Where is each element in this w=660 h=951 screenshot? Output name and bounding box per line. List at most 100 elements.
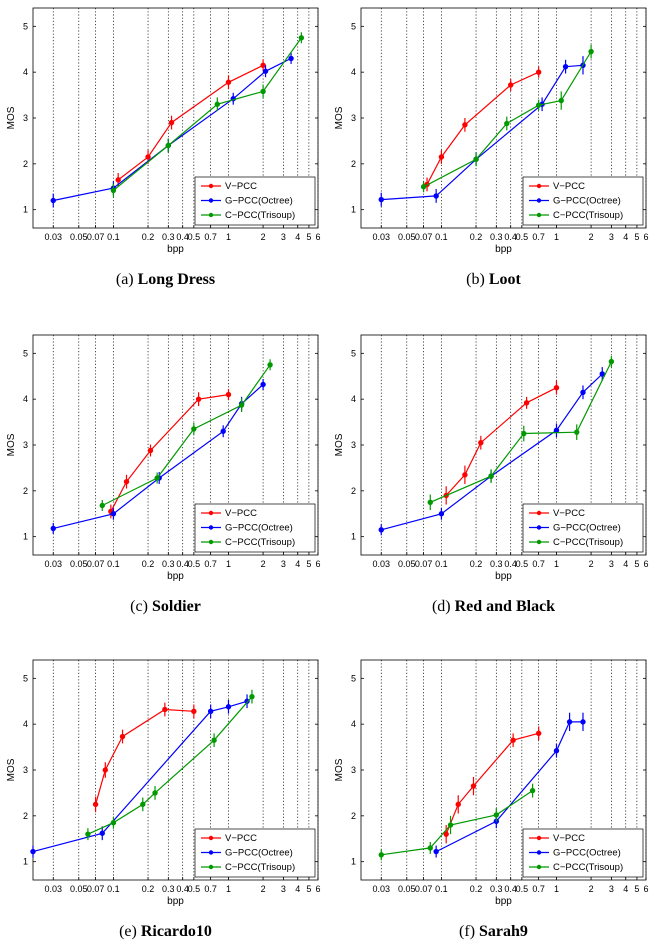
data-point: [191, 426, 197, 432]
x-tick-label: 0.4: [176, 884, 189, 894]
x-tick-label: 0.7: [204, 232, 217, 242]
y-tick-label: 2: [351, 811, 356, 821]
data-point: [427, 499, 433, 505]
y-axis-label: MOS: [334, 433, 345, 456]
legend-marker: [536, 850, 542, 855]
data-point: [225, 391, 232, 398]
series-2: [433, 712, 586, 858]
x-axis-label: bpp: [167, 571, 184, 582]
series-line: [95, 708, 194, 805]
y-tick-label: 2: [351, 159, 356, 169]
data-point: [433, 193, 439, 199]
data-point: [473, 156, 479, 162]
x-tick-label: 0.07: [87, 232, 105, 242]
x-tick-label: 3: [281, 559, 286, 569]
x-tick-label: 0.03: [372, 884, 390, 894]
caption-name: Red and Black: [455, 598, 556, 615]
legend-entry: V−PCC: [225, 181, 257, 192]
series-3: [420, 44, 594, 193]
data-point: [123, 478, 130, 485]
caption-prefix: (d): [432, 598, 455, 615]
x-tick-label: 0.7: [204, 559, 217, 569]
data-point: [140, 801, 146, 808]
x-tick-label: 0.5: [516, 884, 529, 894]
caption-prefix: (b): [466, 271, 489, 288]
data-point: [580, 719, 586, 725]
x-tick-label: 0.07: [87, 884, 105, 894]
data-point: [378, 852, 384, 858]
data-point: [510, 737, 516, 743]
y-tick-label: 3: [351, 440, 356, 450]
legend-entry: C−PCC(Trisoup): [225, 210, 295, 221]
x-tick-label: 0.07: [415, 232, 433, 242]
data-point: [507, 82, 514, 88]
x-tick-label: 0.3: [162, 559, 175, 569]
data-point: [562, 63, 569, 70]
x-tick-label: 2: [589, 232, 594, 242]
x-axis-label: bpp: [495, 244, 512, 255]
data-point: [378, 196, 384, 203]
y-tick-label: 1: [351, 857, 356, 867]
legend-marker: [208, 212, 214, 218]
y-tick-label: 3: [351, 113, 356, 123]
series-3: [427, 356, 615, 511]
y-tick-label: 5: [351, 348, 356, 358]
y-axis-label: MOS: [6, 758, 17, 781]
data-point: [249, 693, 255, 700]
x-tick-label: 6: [643, 884, 648, 894]
data-point: [488, 473, 494, 479]
x-tick-label: 5: [634, 559, 639, 569]
series-line: [423, 51, 592, 188]
series-line: [87, 696, 253, 835]
x-axis-label: bpp: [167, 244, 184, 255]
x-tick-label: 0.1: [435, 559, 448, 569]
legend-marker: [536, 525, 542, 530]
x-tick-label: 5: [634, 232, 639, 242]
series-3: [110, 32, 305, 198]
data-point: [214, 101, 221, 107]
data-point: [50, 525, 56, 532]
caption-prefix: (a): [116, 271, 138, 288]
legend-marker: [208, 835, 214, 841]
data-point: [165, 142, 172, 149]
x-tick-label: 6: [315, 232, 320, 242]
x-tick-label: 4: [295, 884, 300, 894]
legend-marker: [208, 539, 214, 545]
data-point: [147, 447, 154, 454]
data-point: [99, 502, 105, 509]
series-3: [85, 689, 255, 841]
chart-panel-2: 0.03 0.05 0.07 0.1 0.2 0.3 0.40.5 0.7 1 2 3 4 5 61234…: [334, 7, 649, 288]
x-tick-label: 4: [623, 559, 628, 569]
chart-panel-3: 0.03 0.05 0.07 0.1 0.2 0.3 0.40.5 0.7 1 2 3 4 5 61234…: [6, 334, 321, 615]
series-line: [381, 790, 533, 856]
data-point: [521, 430, 527, 437]
panel-caption: (d) Red and Black: [432, 598, 555, 615]
series-line: [102, 364, 271, 507]
data-point: [110, 187, 117, 194]
caption-name: Ricardo10: [141, 923, 212, 940]
series-line: [381, 64, 584, 201]
legend: V−PCC G−PCC(Octree) C−PCC(Trisoup): [522, 176, 644, 226]
data-point: [447, 822, 454, 828]
caption-name: Soldier: [152, 598, 201, 615]
data-point: [553, 748, 560, 754]
y-tick-label: 3: [23, 440, 28, 450]
data-point: [298, 35, 305, 41]
data-point: [535, 730, 542, 737]
caption-name: Loot: [489, 271, 522, 288]
legend-entry: G−PCC(Octree): [553, 848, 621, 859]
data-point: [238, 402, 245, 408]
x-tick-label: 0.5: [188, 559, 201, 569]
x-tick-label: 4: [295, 559, 300, 569]
x-tick-label: 3: [609, 884, 614, 894]
legend-entry: C−PCC(Trisoup): [225, 862, 295, 873]
x-tick-label: 0.5: [516, 232, 529, 242]
x-tick-label: 0.05: [398, 559, 416, 569]
x-tick-label: 0.03: [44, 884, 62, 894]
x-tick-label: 0.4: [504, 559, 517, 569]
y-axis-label: MOS: [334, 106, 345, 129]
panel-caption: (f) Sarah9: [459, 923, 528, 940]
data-point: [225, 79, 232, 85]
y-tick-label: 2: [351, 486, 356, 496]
legend-entry: C−PCC(Trisoup): [553, 862, 623, 873]
